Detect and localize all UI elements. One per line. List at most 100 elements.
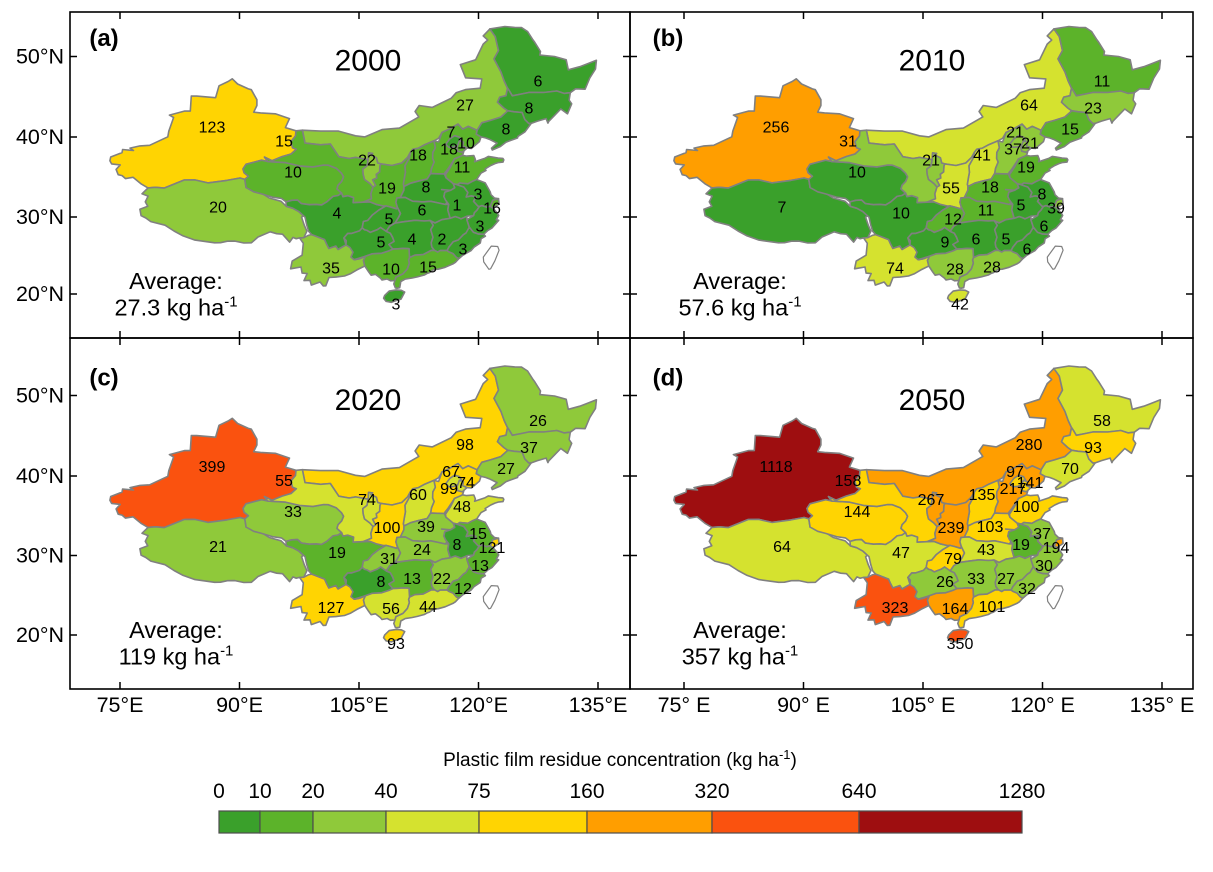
svg-text:4: 4 [333, 206, 342, 223]
svg-text:105° E: 105° E [891, 693, 956, 717]
svg-text:Average:: Average: [693, 617, 787, 643]
svg-text:7: 7 [778, 200, 787, 217]
svg-text:6: 6 [1023, 242, 1032, 259]
svg-text:123: 123 [199, 120, 226, 137]
svg-text:15: 15 [469, 526, 487, 543]
svg-text:30: 30 [1035, 558, 1053, 575]
svg-text:12: 12 [944, 212, 962, 229]
svg-text:98: 98 [456, 437, 474, 454]
svg-text:5: 5 [1002, 232, 1011, 249]
svg-text:2010: 2010 [899, 45, 966, 78]
svg-text:27: 27 [497, 461, 515, 478]
svg-text:48: 48 [453, 499, 471, 516]
svg-text:26: 26 [936, 574, 954, 591]
svg-text:16: 16 [483, 201, 501, 218]
svg-text:2050: 2050 [899, 384, 966, 417]
svg-text:158: 158 [835, 473, 862, 490]
svg-text:64: 64 [773, 539, 791, 556]
svg-text:37: 37 [1033, 526, 1051, 543]
svg-text:4: 4 [408, 232, 417, 249]
svg-text:7: 7 [447, 125, 456, 142]
svg-text:2020: 2020 [335, 384, 402, 417]
svg-text:20°N: 20°N [16, 282, 64, 306]
svg-text:Plastic film residue concentra: Plastic film residue concentration (kg h… [443, 747, 797, 771]
svg-text:27: 27 [997, 571, 1015, 588]
svg-text:127: 127 [318, 600, 345, 617]
svg-text:135: 135 [969, 487, 996, 504]
svg-text:280: 280 [1016, 437, 1043, 454]
svg-text:37: 37 [520, 440, 538, 457]
svg-text:5: 5 [377, 235, 386, 252]
svg-text:164: 164 [942, 601, 969, 618]
svg-text:10: 10 [457, 136, 475, 153]
svg-text:22: 22 [433, 571, 451, 588]
svg-text:75° E: 75° E [658, 693, 711, 717]
svg-text:42: 42 [951, 297, 969, 314]
svg-text:50°N: 50°N [16, 384, 64, 408]
svg-text:40°N: 40°N [16, 464, 64, 488]
svg-text:15: 15 [419, 260, 437, 277]
svg-text:31: 31 [839, 134, 857, 151]
svg-text:15: 15 [275, 134, 293, 151]
svg-text:121: 121 [479, 540, 506, 557]
svg-text:11: 11 [978, 203, 995, 220]
svg-text:33: 33 [967, 571, 985, 588]
svg-text:19: 19 [328, 545, 346, 562]
svg-text:27: 27 [456, 98, 474, 115]
svg-text:33: 33 [284, 504, 302, 521]
svg-text:323: 323 [882, 600, 909, 617]
svg-text:75: 75 [467, 780, 490, 803]
svg-text:8: 8 [1038, 187, 1047, 204]
svg-text:105°E: 105°E [330, 693, 389, 717]
svg-text:Average:: Average: [129, 268, 223, 294]
svg-text:100: 100 [374, 520, 401, 537]
svg-text:26: 26 [529, 413, 547, 430]
svg-text:39: 39 [1047, 201, 1065, 218]
svg-text:93: 93 [387, 636, 405, 653]
svg-text:64: 64 [1020, 98, 1038, 115]
svg-text:97: 97 [1006, 464, 1024, 481]
svg-text:57.6 kg ha-1: 57.6 kg ha-1 [678, 294, 801, 321]
svg-text:(a): (a) [89, 25, 118, 52]
svg-text:11: 11 [1094, 74, 1111, 91]
svg-text:5: 5 [385, 212, 394, 229]
svg-text:8: 8 [377, 574, 386, 591]
svg-text:1280: 1280 [999, 780, 1046, 803]
svg-text:39: 39 [417, 519, 435, 536]
svg-text:20°N: 20°N [16, 623, 64, 647]
svg-text:256: 256 [763, 120, 790, 137]
svg-text:103: 103 [977, 519, 1004, 536]
svg-text:10: 10 [284, 165, 302, 182]
svg-text:44: 44 [419, 599, 437, 616]
svg-text:21: 21 [209, 539, 227, 556]
svg-text:50°N: 50°N [16, 45, 64, 69]
svg-text:90° E: 90° E [777, 693, 830, 717]
svg-text:101: 101 [979, 599, 1006, 616]
svg-text:8: 8 [453, 537, 462, 554]
svg-text:119 kg ha-1: 119 kg ha-1 [119, 643, 234, 670]
svg-text:21: 21 [1021, 136, 1039, 153]
svg-text:43: 43 [977, 542, 995, 559]
svg-text:99: 99 [440, 481, 458, 498]
svg-text:(b): (b) [653, 25, 684, 52]
svg-text:0: 0 [213, 780, 225, 803]
svg-text:3: 3 [392, 297, 401, 314]
svg-text:23: 23 [1084, 101, 1102, 118]
svg-text:(c): (c) [89, 365, 118, 392]
svg-text:Average:: Average: [693, 268, 787, 294]
svg-text:11: 11 [454, 160, 471, 177]
svg-text:320: 320 [694, 780, 729, 803]
svg-text:21: 21 [1006, 125, 1024, 142]
svg-text:93: 93 [1084, 440, 1102, 457]
svg-text:40: 40 [374, 780, 397, 803]
svg-text:640: 640 [841, 780, 876, 803]
svg-text:15: 15 [1061, 122, 1079, 139]
svg-text:6: 6 [1040, 219, 1049, 236]
svg-text:6: 6 [534, 74, 543, 91]
svg-text:60: 60 [409, 487, 427, 504]
svg-text:6: 6 [418, 203, 427, 220]
svg-text:41: 41 [973, 148, 991, 165]
svg-text:239: 239 [938, 520, 965, 537]
svg-text:28: 28 [983, 260, 1001, 277]
svg-text:37: 37 [1004, 142, 1022, 159]
